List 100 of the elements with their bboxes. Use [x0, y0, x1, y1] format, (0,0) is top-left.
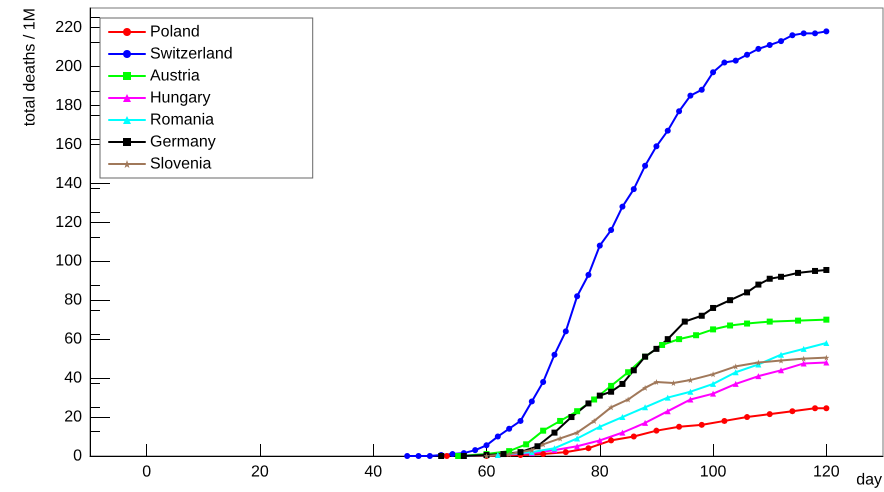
point [823, 360, 830, 366]
point [596, 437, 603, 444]
y-tick-label: 0 [73, 448, 82, 464]
point [800, 346, 807, 352]
point [619, 430, 626, 436]
point [755, 282, 762, 288]
point [812, 30, 818, 36]
point [444, 453, 450, 459]
point [591, 396, 598, 403]
point [732, 58, 739, 64]
legend-label: Poland [150, 24, 200, 40]
point [823, 340, 830, 346]
point [596, 242, 603, 249]
point [585, 400, 592, 406]
point [630, 186, 637, 192]
point [727, 322, 734, 328]
point [540, 428, 546, 434]
point [778, 38, 784, 44]
legend-label: Slovenia [150, 156, 212, 172]
point [591, 418, 598, 424]
point [664, 128, 671, 134]
point [608, 382, 614, 389]
point [676, 424, 682, 430]
point [517, 418, 524, 424]
y-tick-label: 40 [64, 370, 82, 387]
point [506, 426, 512, 432]
point [800, 30, 807, 36]
point [540, 451, 546, 458]
point [698, 86, 705, 93]
point [721, 60, 728, 66]
legend-label: Hungary [150, 90, 210, 106]
point [528, 398, 535, 404]
point [823, 266, 830, 273]
point [551, 430, 558, 436]
point [659, 342, 666, 348]
point [698, 312, 705, 319]
point [625, 369, 632, 376]
point [687, 396, 694, 403]
point [693, 332, 700, 338]
point [682, 318, 688, 325]
point [800, 360, 807, 366]
point [619, 380, 626, 387]
point [608, 388, 614, 395]
point [789, 32, 796, 38]
point [795, 270, 802, 276]
point [484, 442, 490, 448]
legend-label: Austria [150, 68, 200, 84]
point [416, 453, 422, 459]
point [642, 404, 648, 410]
x-tick-label: 0 [142, 464, 152, 480]
point [574, 443, 580, 450]
point [653, 346, 660, 352]
point [540, 378, 546, 385]
point [778, 352, 784, 358]
point [568, 414, 574, 420]
point [625, 396, 632, 403]
point [727, 297, 734, 304]
point [687, 388, 694, 395]
x-tick-label: 20 [251, 464, 269, 480]
point [789, 408, 796, 414]
point [642, 162, 648, 169]
point [698, 422, 705, 428]
point [812, 405, 818, 412]
point [676, 336, 682, 342]
point [585, 445, 592, 452]
point [562, 328, 569, 334]
point [557, 418, 564, 424]
point [404, 453, 410, 459]
point [721, 418, 728, 424]
point [744, 289, 750, 296]
point [630, 367, 637, 374]
legend-label: Romania [150, 112, 214, 128]
point [766, 42, 773, 48]
y-tick-label: 140 [55, 174, 82, 192]
point [687, 92, 694, 99]
point [596, 392, 603, 399]
point [500, 451, 506, 458]
x-tick-label: 60 [478, 464, 496, 480]
point [823, 405, 830, 412]
point [766, 276, 773, 282]
x-tick-label: 40 [364, 464, 382, 480]
point [574, 408, 580, 414]
point [778, 274, 784, 280]
point [596, 424, 603, 430]
point [744, 320, 750, 327]
point [710, 380, 716, 387]
point [551, 352, 558, 358]
point [619, 414, 626, 420]
point [710, 304, 716, 311]
point [732, 369, 739, 376]
point [494, 434, 501, 440]
point [710, 69, 716, 76]
point [653, 143, 660, 150]
point [608, 227, 614, 234]
point [472, 447, 478, 454]
point [619, 204, 626, 210]
y-tick-label: 180 [55, 96, 82, 114]
y-tick-label: 60 [64, 330, 82, 348]
legend-label: Germany [150, 134, 216, 150]
point [455, 453, 462, 459]
